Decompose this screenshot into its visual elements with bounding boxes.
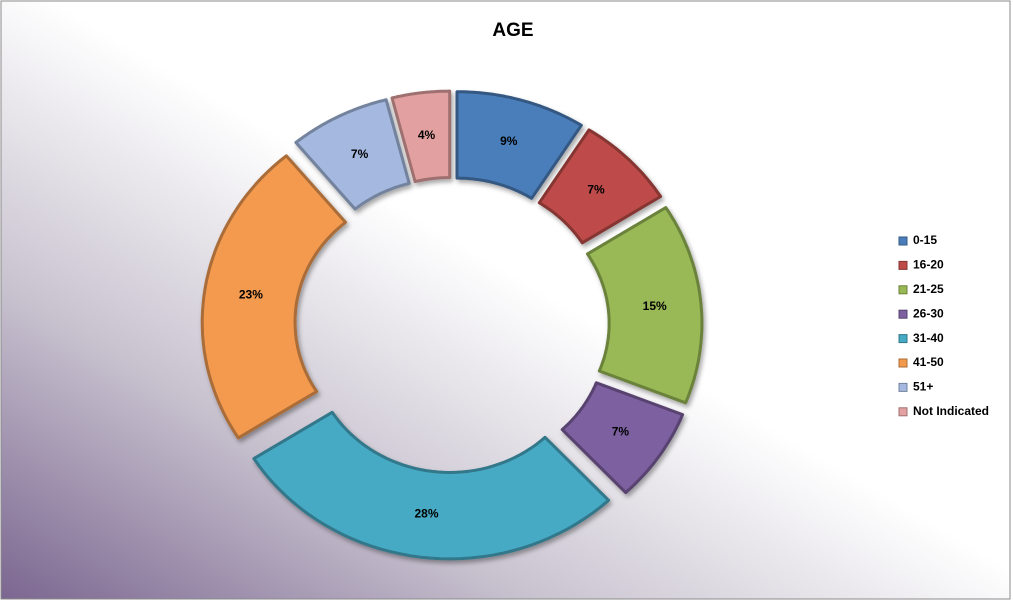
legend-swatch [898,309,908,319]
data-label: 15% [643,299,667,313]
legend-label: 16-20 [913,258,944,272]
data-label: 7% [351,147,369,161]
donut-segment [560,381,685,495]
legend-label: 41-50 [913,355,944,369]
legend-label: 51+ [913,380,933,394]
donut-segment [586,206,704,405]
data-label: 23% [239,287,263,301]
legend-swatch [898,407,908,417]
data-label: 7% [612,424,630,438]
chart-title: AGE [492,20,533,41]
legend-swatch [898,285,908,295]
legend-label: 31-40 [913,331,944,345]
legend-label: 26-30 [913,306,944,320]
legend-swatch [898,334,908,344]
donut-segment [537,128,663,245]
donut-segment [294,98,411,211]
data-label: 7% [587,182,605,196]
legend-label: Not Indicated [913,404,989,418]
legend-swatch [898,382,908,392]
data-label: 28% [414,506,438,520]
donut-segment [200,154,347,440]
legend-swatch [898,358,908,368]
donut-segment [390,89,452,184]
legend-swatch [898,260,908,270]
legend-swatch [898,236,908,246]
legend-label: 0-15 [913,233,937,247]
donut-segment [252,410,611,561]
data-label: 4% [418,128,436,142]
legend-label: 21-25 [913,282,944,296]
data-label: 9% [500,134,518,148]
donut-segment [455,90,583,200]
